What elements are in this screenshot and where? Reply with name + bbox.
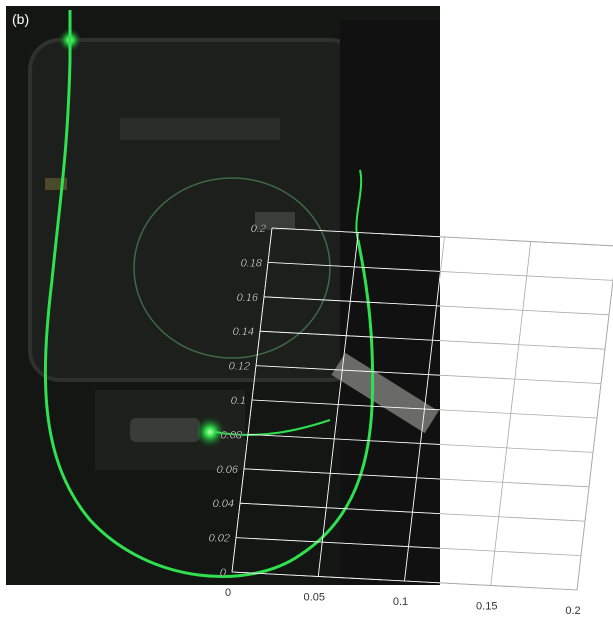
figure: (b) 0 0.02 0.04 0.06 0.08 0.1 0.12 0.14 0.16 0.18… — [0, 0, 613, 641]
page: (b) 0 0.02 0.04 0.06 0.08 0.1 0.12 0.14 0.16 0.18… — [0, 0, 613, 641]
y-tick-label: 0 — [220, 567, 227, 579]
x-tick-label: 0 — [225, 587, 231, 599]
board — [30, 40, 360, 380]
y-tick-label: 0.2 — [251, 223, 266, 235]
y-tick-label: 0.08 — [221, 429, 243, 441]
x-tick-label: 0.15 — [476, 601, 497, 613]
tape — [120, 118, 280, 140]
x-tick-label: 0.2 — [565, 605, 580, 617]
y-tick-label: 0.06 — [217, 464, 239, 476]
y-tick-label: 0.16 — [237, 292, 259, 304]
post — [340, 20, 440, 585]
y-tick-label: 0.18 — [241, 257, 263, 269]
x-tick-label: 0.05 — [304, 592, 325, 604]
grid-line — [491, 242, 531, 586]
panel-label: (b) — [12, 11, 29, 27]
lens — [130, 418, 200, 442]
y-tick-label: 0.14 — [233, 326, 254, 338]
y-tick-label: 0.1 — [231, 395, 246, 407]
x-tick-label: 0.1 — [393, 596, 408, 608]
y-tick-label: 0.04 — [213, 498, 234, 510]
y-tick-label: 0.12 — [229, 361, 250, 373]
y-tick-label: 0.02 — [209, 533, 230, 545]
